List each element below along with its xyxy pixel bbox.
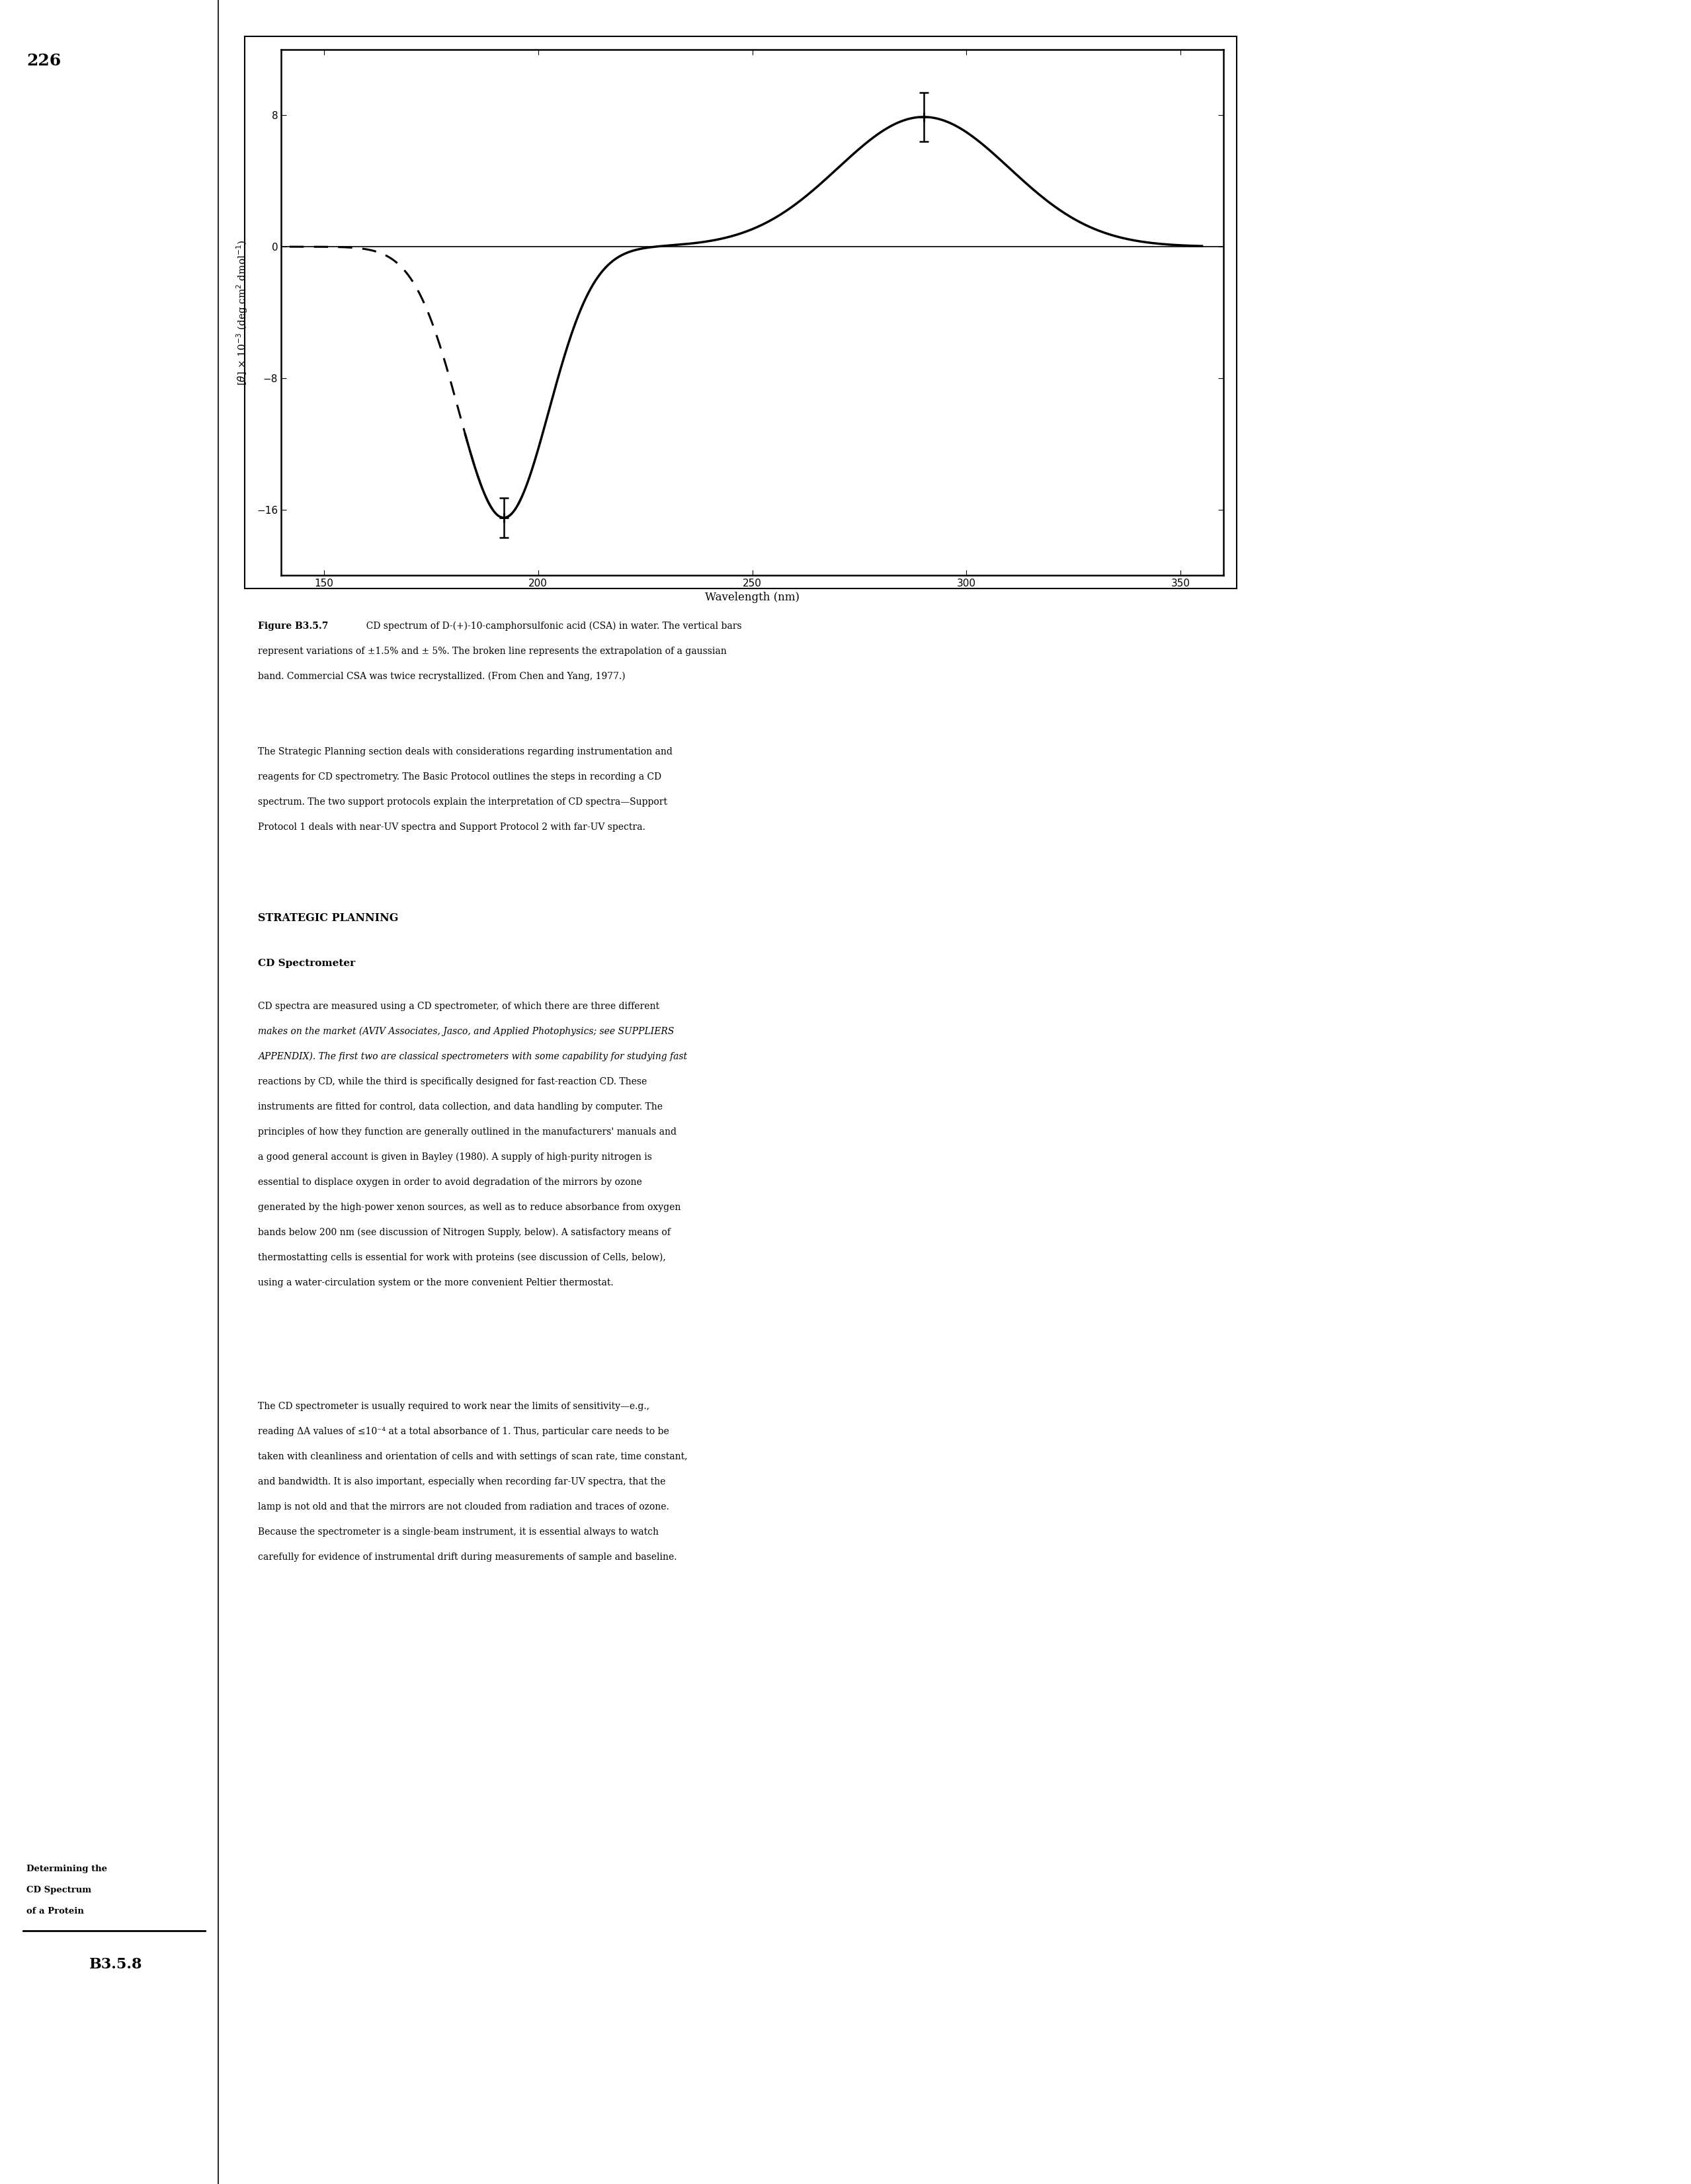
X-axis label: Wavelength (nm): Wavelength (nm) xyxy=(705,592,800,603)
Text: APPENDIX). The first two are classical spectrometers with some capability for st: APPENDIX). The first two are classical s… xyxy=(259,1053,687,1061)
Text: and bandwidth. It is also important, especially when recording far-UV spectra, t: and bandwidth. It is also important, esp… xyxy=(259,1476,666,1487)
Text: CD Spectrometer: CD Spectrometer xyxy=(259,959,355,968)
Text: Figure B3.5.7: Figure B3.5.7 xyxy=(259,622,328,631)
Text: taken with cleanliness and orientation of cells and with settings of scan rate, : taken with cleanliness and orientation o… xyxy=(259,1452,688,1461)
Text: principles of how they function are generally outlined in the manufacturers' man: principles of how they function are gene… xyxy=(259,1127,676,1136)
Text: Determining the: Determining the xyxy=(27,1865,107,1874)
Text: essential to displace oxygen in order to avoid degradation of the mirrors by ozo: essential to displace oxygen in order to… xyxy=(259,1177,643,1186)
Text: bands below 200 nm (see discussion of Nitrogen Supply, below). A satisfactory me: bands below 200 nm (see discussion of Ni… xyxy=(259,1227,671,1238)
Text: band. Commercial CSA was twice recrystallized. (From Chen and Yang, 1977.): band. Commercial CSA was twice recrystal… xyxy=(259,673,626,681)
Text: lamp is not old and that the mirrors are not clouded from radiation and traces o: lamp is not old and that the mirrors are… xyxy=(259,1503,670,1511)
Text: a good general account is given in Bayley (1980). A supply of high-purity nitrog: a good general account is given in Bayle… xyxy=(259,1153,653,1162)
Text: generated by the high-power xenon sources, as well as to reduce absorbance from : generated by the high-power xenon source… xyxy=(259,1203,681,1212)
Text: spectrum. The two support protocols explain the interpretation of CD spectra—Sup: spectrum. The two support protocols expl… xyxy=(259,797,668,806)
Text: using a water-circulation system or the more convenient Peltier thermostat.: using a water-circulation system or the … xyxy=(259,1278,614,1286)
Text: CD spectrum of D-(+)-10-camphorsulfonic acid (CSA) in water. The vertical bars: CD spectrum of D-(+)-10-camphorsulfonic … xyxy=(360,622,742,631)
Text: reagents for CD spectrometry. The Basic Protocol outlines the steps in recording: reagents for CD spectrometry. The Basic … xyxy=(259,773,661,782)
Text: 226: 226 xyxy=(27,52,61,68)
Text: B3.5.8: B3.5.8 xyxy=(90,1957,142,1972)
Text: Protocol 1 deals with near-UV spectra and Support Protocol 2 with far-UV spectra: Protocol 1 deals with near-UV spectra an… xyxy=(259,823,646,832)
Text: reading ΔA values of ≤10⁻⁴ at a total absorbance of 1. Thus, particular care nee: reading ΔA values of ≤10⁻⁴ at a total ab… xyxy=(259,1426,670,1437)
Text: CD Spectrum: CD Spectrum xyxy=(27,1885,91,1894)
Text: CD spectra are measured using a CD spectrometer, of which there are three differ: CD spectra are measured using a CD spect… xyxy=(259,1002,659,1011)
Text: reactions by CD, while the third is specifically designed for fast-reaction CD. : reactions by CD, while the third is spec… xyxy=(259,1077,648,1085)
Text: The CD spectrometer is usually required to work near the limits of sensitivity—e: The CD spectrometer is usually required … xyxy=(259,1402,649,1411)
Text: Because the spectrometer is a single-beam instrument, it is essential always to : Because the spectrometer is a single-bea… xyxy=(259,1527,659,1538)
Y-axis label: [$\theta$] × 10$^{-3}$ (deg cm$^2$ dmol$^{-1}$): [$\theta$] × 10$^{-3}$ (deg cm$^2$ dmol$… xyxy=(235,240,249,384)
Text: carefully for evidence of instrumental drift during measurements of sample and b: carefully for evidence of instrumental d… xyxy=(259,1553,676,1562)
Text: The Strategic Planning section deals with considerations regarding instrumentati: The Strategic Planning section deals wit… xyxy=(259,747,673,756)
Text: STRATEGIC PLANNING: STRATEGIC PLANNING xyxy=(259,913,399,924)
Text: represent variations of ±1.5% and ± 5%. The broken line represents the extrapola: represent variations of ±1.5% and ± 5%. … xyxy=(259,646,727,655)
Text: instruments are fitted for control, data collection, and data handling by comput: instruments are fitted for control, data… xyxy=(259,1103,663,1112)
Text: of a Protein: of a Protein xyxy=(27,1907,85,1915)
Text: thermostatting cells is essential for work with proteins (see discussion of Cell: thermostatting cells is essential for wo… xyxy=(259,1254,666,1262)
Text: makes on the market (AVIV Associates, Jasco, and Applied Photophysics; see SUPPL: makes on the market (AVIV Associates, Ja… xyxy=(259,1026,675,1037)
